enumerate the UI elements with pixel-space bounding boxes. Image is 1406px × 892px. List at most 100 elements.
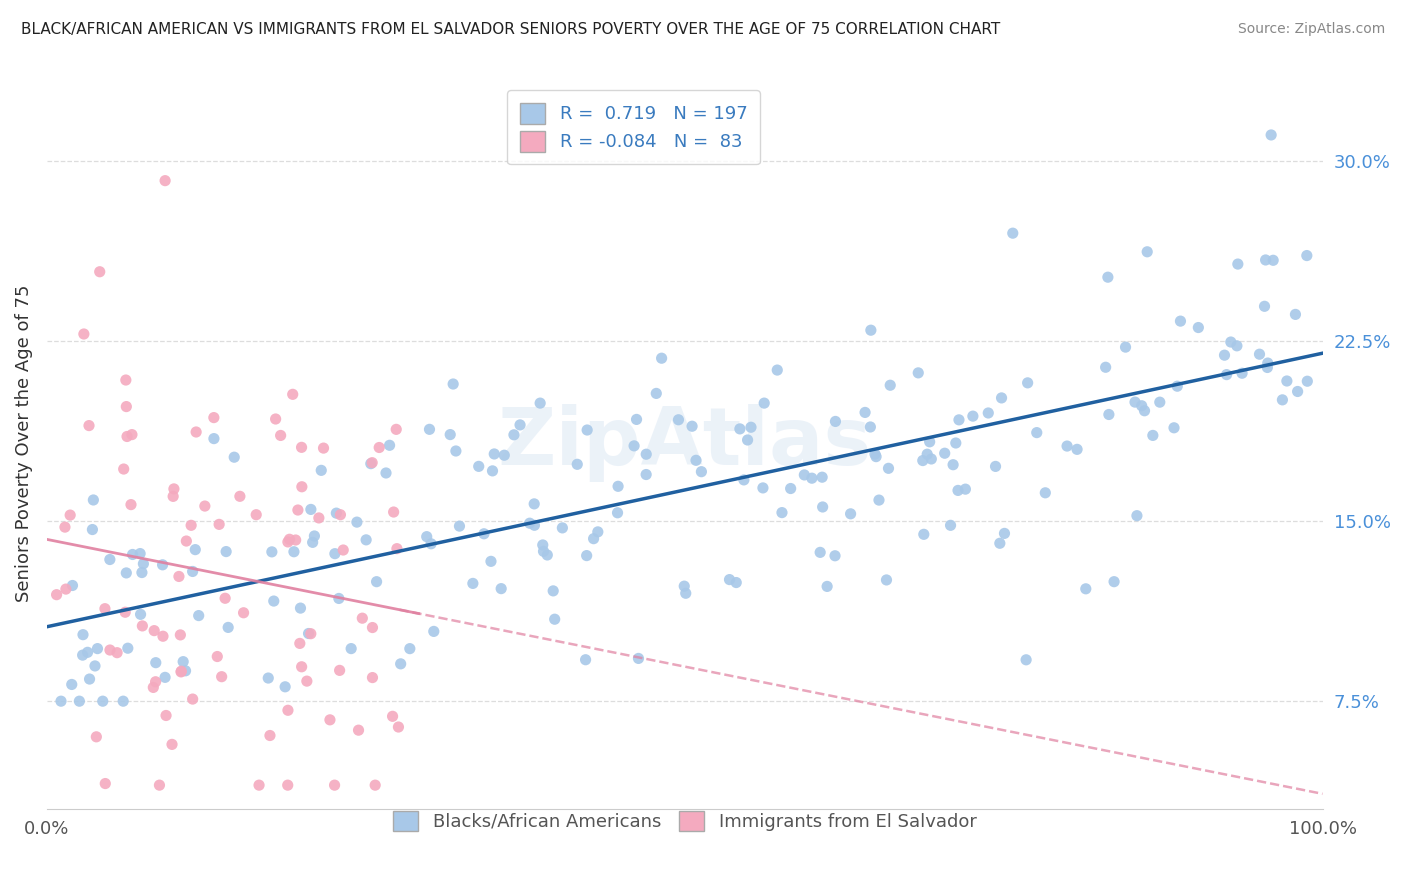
Point [115,566,138,580]
Point [214,591,236,606]
Point [72,648,94,662]
Point [82,523,104,537]
Point [494,448,516,462]
Point [1066,442,1088,457]
Point [1187,320,1209,334]
Point [461,576,484,591]
Point [779,482,801,496]
Point [1275,374,1298,388]
Point [167,569,190,583]
Point [1296,374,1319,388]
Point [142,681,165,695]
Point [853,405,876,419]
Text: BLACK/AFRICAN AMERICAN VS IMMIGRANTS FROM EL SALVADOR SENIORS POVERTY OVER THE A: BLACK/AFRICAN AMERICAN VS IMMIGRANTS FRO… [21,22,1000,37]
Point [284,533,307,547]
Point [1033,485,1056,500]
Point [626,412,648,426]
Point [449,519,471,533]
Point [467,459,489,474]
Point [73,326,96,341]
Point [169,628,191,642]
Point [361,621,384,635]
Point [1015,653,1038,667]
Text: ZipAtlas: ZipAtlas [498,404,872,483]
Point [325,506,347,520]
Point [94,601,117,615]
Point [441,377,464,392]
Point [297,626,319,640]
Point [1017,376,1039,390]
Point [544,612,567,626]
Point [291,480,314,494]
Point [912,527,935,541]
Point [245,508,267,522]
Point [1166,379,1188,393]
Point [152,629,174,643]
Point [863,447,886,461]
Point [733,473,755,487]
Point [398,641,420,656]
Point [55,582,77,596]
Point [152,558,174,572]
Point [98,552,121,566]
Point [915,447,938,461]
Point [84,659,107,673]
Point [770,506,793,520]
Point [59,508,82,522]
Point [808,545,831,559]
Point [1133,403,1156,417]
Point [352,611,374,625]
Point [1097,270,1119,285]
Point [752,481,775,495]
Point [202,410,225,425]
Point [162,489,184,503]
Point [290,601,312,615]
Point [839,507,862,521]
Point [382,505,405,519]
Point [1126,508,1149,523]
Point [115,400,138,414]
Point [389,657,412,671]
Text: Source: ZipAtlas.com: Source: ZipAtlas.com [1237,22,1385,37]
Point [582,532,605,546]
Point [105,646,128,660]
Point [360,457,382,471]
Point [277,703,299,717]
Point [918,434,941,449]
Point [1286,384,1309,399]
Point [668,413,690,427]
Point [673,579,696,593]
Point [94,776,117,790]
Point [1025,425,1047,440]
Point [347,723,370,738]
Point [89,265,111,279]
Point [115,373,138,387]
Point [479,554,502,568]
Point [160,738,183,752]
Point [153,670,176,684]
Point [143,624,166,638]
Point [859,323,882,337]
Point [62,578,84,592]
Point [129,547,152,561]
Point [148,778,170,792]
Point [277,535,299,549]
Point [332,543,354,558]
Point [215,544,238,558]
Point [354,533,377,547]
Point [1098,408,1121,422]
Point [274,680,297,694]
Point [420,537,443,551]
Point [312,441,335,455]
Point [725,575,748,590]
Point [86,730,108,744]
Point [567,458,589,472]
Point [1056,439,1078,453]
Point [1170,314,1192,328]
Point [217,620,239,634]
Point [444,444,467,458]
Point [278,533,301,547]
Point [299,626,322,640]
Point [170,664,193,678]
Point [1130,399,1153,413]
